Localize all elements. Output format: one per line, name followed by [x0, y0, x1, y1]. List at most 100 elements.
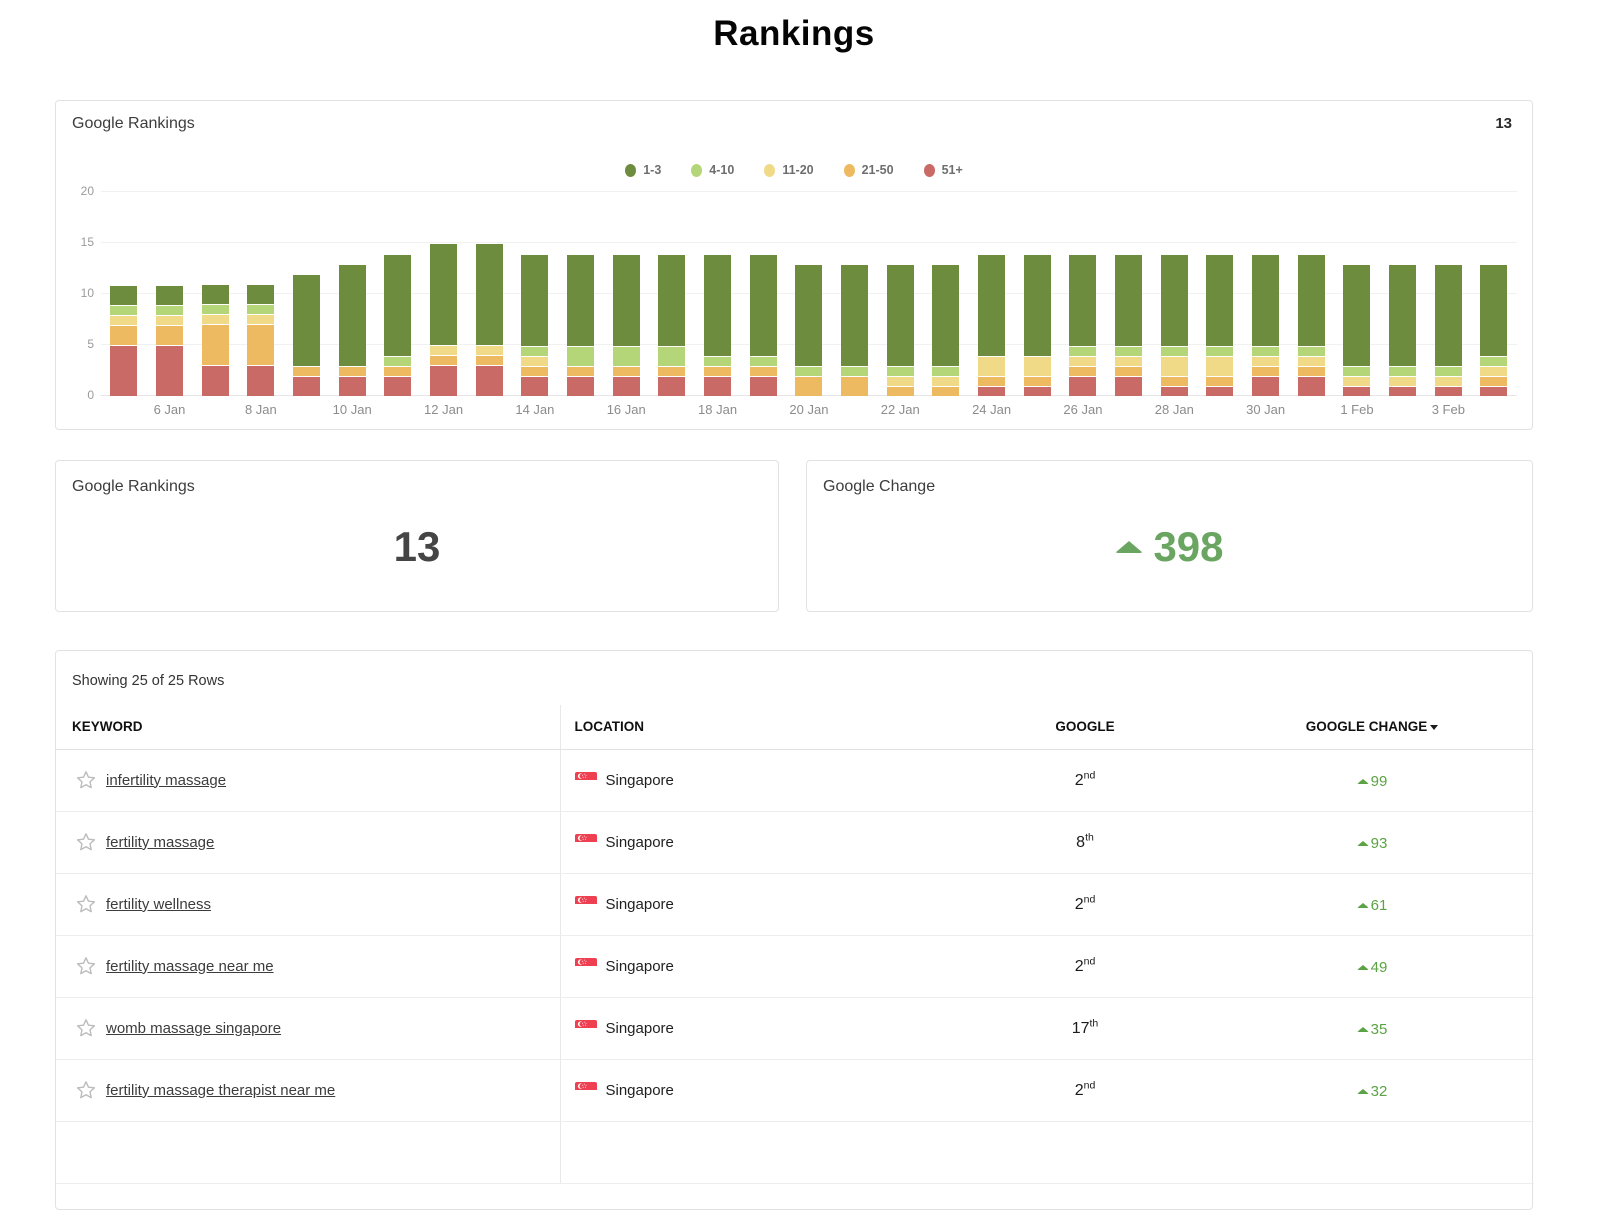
bar-segment-21-50: [430, 356, 458, 365]
bar-segment-4-10: [1389, 367, 1417, 376]
column-header-keyword[interactable]: KEYWORD: [56, 705, 561, 750]
bar-segment-11-20: [201, 315, 229, 324]
google-rank-value: 2nd: [1074, 1079, 1096, 1100]
legend-item-1-3[interactable]: 1-3: [625, 163, 661, 177]
keyword-cell: womb massage singapore: [56, 997, 561, 1060]
x-axis-tick-label: 12 Jan: [424, 402, 464, 417]
x-axis-tick-label: 6 Jan: [153, 402, 186, 417]
stacked-bar: [704, 255, 732, 396]
bar-segment-4-10: [658, 347, 686, 366]
star-icon[interactable]: [76, 1018, 96, 1038]
bar-segment-51+: [475, 366, 503, 396]
keyword-cell: fertility wellness: [56, 873, 561, 936]
x-axis-tick-label: 1 Feb: [1340, 402, 1374, 417]
google-change-value: 49: [1356, 959, 1387, 976]
bar-segment-4-10: [795, 367, 823, 376]
bar-segment-51+: [978, 387, 1006, 396]
keywords-table-card: Showing 25 of 25 Rows KEYWORD LOCATION G…: [55, 650, 1534, 1210]
google-change-value: 35: [1356, 1021, 1387, 1038]
legend-item-label: 1-3: [643, 163, 662, 177]
legend-item-51+[interactable]: 51+: [923, 163, 963, 177]
location-cell: Singapore: [560, 749, 960, 812]
bar-column-10-Jan: [329, 192, 375, 396]
column-header-google[interactable]: GOOGLE: [960, 705, 1210, 750]
bar-segment-21-50: [658, 367, 686, 376]
bar-column-1-Feb: [1334, 192, 1380, 396]
table-row: fertility massage near me Singapore 2nd 49: [56, 935, 1534, 998]
bar-segment-4-10: [110, 306, 138, 315]
bar-segment-51+: [1297, 377, 1325, 396]
google-rank-cell: 2nd: [960, 935, 1210, 998]
legend-item-11-20[interactable]: 11-20: [764, 163, 814, 177]
column-header-location[interactable]: LOCATION: [560, 705, 960, 750]
bar-segment-1-3: [430, 244, 458, 345]
x-axis-tick-label: [1471, 402, 1517, 417]
keyword-link[interactable]: womb massage singapore: [106, 1019, 282, 1037]
bar-segment-21-50: [156, 326, 183, 345]
bar-segment-21-50: [475, 356, 503, 365]
bar-segment-1-3: [1252, 255, 1280, 346]
bar-segment-21-50: [1297, 367, 1325, 376]
bar-column-4-Feb: [1471, 192, 1517, 396]
x-axis-tick-label: 10 Jan: [332, 402, 372, 417]
star-icon[interactable]: [76, 1080, 96, 1100]
bar-segment-21-50: [1206, 377, 1234, 386]
stacked-bar: [293, 275, 321, 396]
x-axis-tick-label: 3 Feb: [1431, 402, 1465, 417]
location-cell: Singapore: [560, 935, 960, 998]
star-icon[interactable]: [76, 956, 96, 976]
location-name: Singapore: [605, 957, 674, 975]
keyword-link[interactable]: infertility massage: [106, 771, 227, 789]
keyword-link[interactable]: fertility massage therapist near me: [106, 1081, 336, 1099]
bar-column-2-Feb: [1380, 192, 1426, 396]
bar-column-13-Jan: [466, 192, 512, 396]
bar-segment-4-10: [841, 367, 869, 376]
keyword-cell: fertility massage: [56, 811, 561, 874]
stacked-bar: [612, 255, 640, 396]
bar-segment-11-20: [1069, 357, 1097, 366]
legend-item-4-10[interactable]: 4-10: [691, 163, 734, 177]
star-icon[interactable]: [76, 770, 96, 790]
google-rank-value: 8th: [1076, 831, 1094, 852]
x-axis-tick-label: 26 Jan: [1063, 402, 1103, 417]
bar-segment-21-50: [1160, 377, 1188, 386]
legend-item-21-50[interactable]: 21-50: [843, 163, 894, 177]
bar-segment-11-20: [430, 346, 458, 355]
star-icon[interactable]: [76, 832, 96, 852]
bar-segment-11-20: [1480, 367, 1508, 376]
bar-segment-1-3: [338, 265, 366, 366]
google-rank-value: 2nd: [1074, 893, 1096, 914]
arrow-up-icon: [1356, 902, 1369, 908]
keyword-cell: infertility massage: [56, 749, 561, 812]
bar-segment-1-3: [1069, 255, 1097, 346]
x-axis-tick-label: [832, 402, 878, 417]
x-axis-tick-label: 28 Jan: [1154, 402, 1194, 417]
google-change-value: 93: [1356, 835, 1387, 852]
bar-segment-21-50: [521, 367, 549, 376]
column-header-google-change[interactable]: GOOGLE CHANGE: [1210, 705, 1534, 750]
google-rank-value: 2nd: [1074, 955, 1096, 976]
bar-segment-11-20: [1343, 377, 1371, 386]
stacked-bar: [795, 265, 823, 396]
bar-segment-4-10: [201, 305, 229, 314]
legend-dot-icon: [923, 163, 935, 177]
bar-segment-51+: [1480, 387, 1508, 396]
bar-segment-1-3: [567, 255, 595, 346]
legend-item-label: 51+: [941, 163, 963, 177]
bar-column-12-Jan: [421, 192, 467, 396]
bar-segment-11-20: [156, 316, 183, 325]
keyword-link[interactable]: fertility wellness: [106, 895, 212, 913]
bar-segment-1-3: [749, 255, 777, 356]
bar-segment-51+: [1389, 387, 1417, 396]
bar-segment-51+: [110, 346, 138, 396]
bar-segment-4-10: [1069, 347, 1097, 356]
google-change-value: 99: [1356, 773, 1387, 790]
keyword-link[interactable]: fertility massage: [106, 833, 215, 851]
keyword-link[interactable]: fertility massage near me: [106, 957, 274, 975]
bar-segment-1-3: [978, 255, 1006, 356]
stacked-bar: [1023, 255, 1051, 396]
bar-column-22-Jan: [877, 192, 923, 396]
y-axis-tick-label: 5: [87, 337, 94, 351]
star-icon[interactable]: [76, 894, 96, 914]
bar-segment-51+: [338, 377, 366, 396]
